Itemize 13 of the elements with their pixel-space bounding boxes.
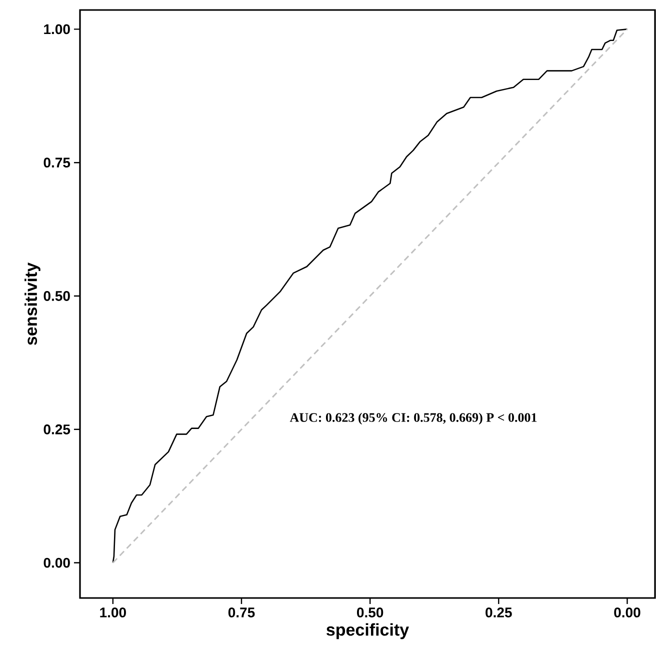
y-tick-label: 0.75: [44, 158, 70, 168]
x-tick-label: 0.25: [486, 608, 512, 618]
annotation: AUC: 0.623 (95% CI: 0.578, 0.669) P < 0.001: [290, 412, 537, 425]
y-tick-label: 0.25: [44, 424, 70, 434]
x-tick-label: 0.75: [228, 608, 255, 618]
x-tick-label: 0.50: [356, 608, 384, 618]
x-axis-title: specificity: [326, 623, 409, 640]
x-tick-label: 0.00: [614, 608, 640, 618]
y-tick-label: 1.00: [44, 24, 70, 34]
x-tick-label: 1.00: [100, 608, 126, 618]
y-tick-label: 0.00: [44, 558, 70, 568]
y-tick-label: 0.50: [44, 291, 70, 301]
y-axis-title: sensitivity: [24, 262, 40, 345]
